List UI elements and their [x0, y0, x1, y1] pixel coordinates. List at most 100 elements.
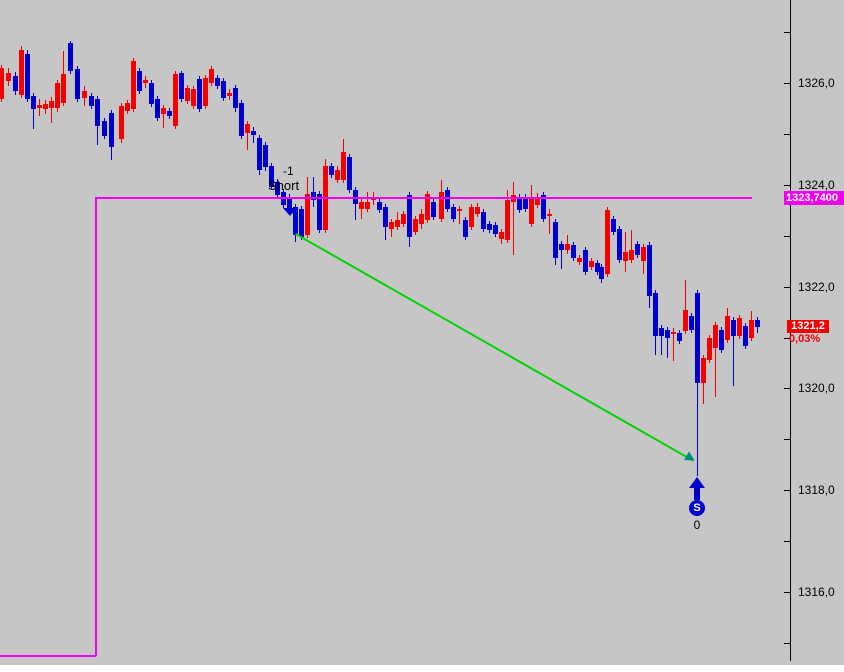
candle-body [365, 202, 370, 209]
candle-wick [631, 230, 632, 263]
candle-body [749, 320, 754, 338]
candle-body [161, 108, 166, 114]
axis-minor-tick [784, 134, 790, 135]
candle-body [137, 71, 142, 91]
axis-tick-label: 1318,0 [798, 483, 835, 497]
candle-body [505, 200, 510, 240]
exit-arrow-icon [689, 477, 705, 488]
candle-body [269, 166, 274, 187]
candle-body [49, 101, 54, 108]
candle-body [233, 88, 238, 108]
candle-body [31, 96, 36, 109]
candle-body [19, 50, 24, 95]
trend-line-arrowhead-icon [684, 451, 697, 465]
candle-body [102, 121, 107, 136]
candle-wick [549, 209, 550, 234]
candle-body [167, 111, 172, 116]
candle-body [395, 220, 400, 227]
candle-body [185, 88, 190, 101]
axis-minor-tick [784, 643, 790, 644]
candle-body [305, 194, 310, 235]
candle-body [677, 333, 682, 341]
candle-wick [361, 199, 362, 219]
candle-body [523, 197, 528, 209]
exit-quantity-label: 0 [693, 518, 701, 532]
entry-short-label: Short [268, 178, 300, 193]
candle-body [413, 219, 418, 232]
candle-body [179, 73, 184, 99]
candle-body [629, 250, 634, 260]
candle-body [623, 252, 628, 261]
candle-body [659, 328, 664, 336]
candle-wick [163, 105, 164, 128]
candle-body [37, 105, 42, 108]
candle-body [589, 261, 594, 267]
candle-body [275, 182, 280, 195]
candle-body [635, 244, 640, 255]
candle-body [109, 113, 114, 147]
change-percent-label: 0,03% [789, 333, 821, 345]
candle-body [173, 74, 178, 126]
candle-body [82, 91, 87, 98]
candle-body [481, 212, 486, 229]
candle-body [131, 61, 136, 109]
candle-body [293, 207, 298, 235]
candle-body [329, 166, 334, 175]
exit-s-marker: S [689, 500, 705, 516]
candle-body [599, 267, 604, 279]
candle-body [595, 263, 600, 272]
candle-body [257, 138, 262, 170]
candle-wick [33, 93, 34, 129]
candle-body [577, 258, 582, 262]
candle-body [55, 83, 60, 108]
candle-wick [253, 127, 254, 143]
axis-tick [784, 185, 790, 186]
sell-arrow-icon [283, 208, 297, 216]
candle-body [487, 224, 492, 230]
candle-body [425, 194, 430, 220]
candle-body [611, 219, 616, 232]
candle-body [263, 145, 268, 167]
candle-body [517, 197, 522, 210]
candle-body [755, 320, 760, 327]
candle-body [731, 320, 736, 336]
level-line-bottom [0, 655, 96, 657]
axis-minor-tick [784, 338, 790, 339]
candle-body [499, 232, 504, 239]
candle-wick [561, 241, 562, 269]
candle-body [149, 83, 154, 104]
level-line-vertical [95, 197, 97, 656]
candle-body [95, 99, 100, 126]
candle-body [553, 222, 558, 258]
candle-wick [459, 206, 460, 224]
candle-body [713, 325, 718, 348]
candle-body [119, 106, 124, 139]
candle-body [209, 69, 214, 83]
candle-body [311, 192, 316, 200]
candle-body [191, 89, 196, 106]
candle-body [475, 207, 480, 214]
candle-body [493, 225, 498, 234]
candle-body [605, 210, 610, 274]
axis-tick-label: 1322,0 [798, 280, 835, 294]
candle-body [377, 202, 382, 210]
candle-body [13, 76, 18, 91]
axis-minor-tick [784, 439, 790, 440]
candle-body [43, 104, 48, 109]
candle-body [61, 74, 66, 103]
candle-body [143, 80, 148, 83]
candle-body [665, 330, 670, 338]
entry-quantity-label: -1 [283, 164, 294, 178]
candle-wick [733, 317, 734, 386]
axis-tick-label: 1324,0 [798, 178, 835, 192]
candle-body [451, 207, 456, 219]
candle-wick [661, 325, 662, 355]
candle-body [227, 93, 232, 96]
candle-body [89, 96, 94, 106]
candle-wick [247, 121, 248, 150]
candle-body [245, 124, 250, 133]
current-price-tag: 1321,2 [787, 320, 829, 333]
axis-minor-tick [784, 236, 790, 237]
candle-body [469, 207, 474, 227]
